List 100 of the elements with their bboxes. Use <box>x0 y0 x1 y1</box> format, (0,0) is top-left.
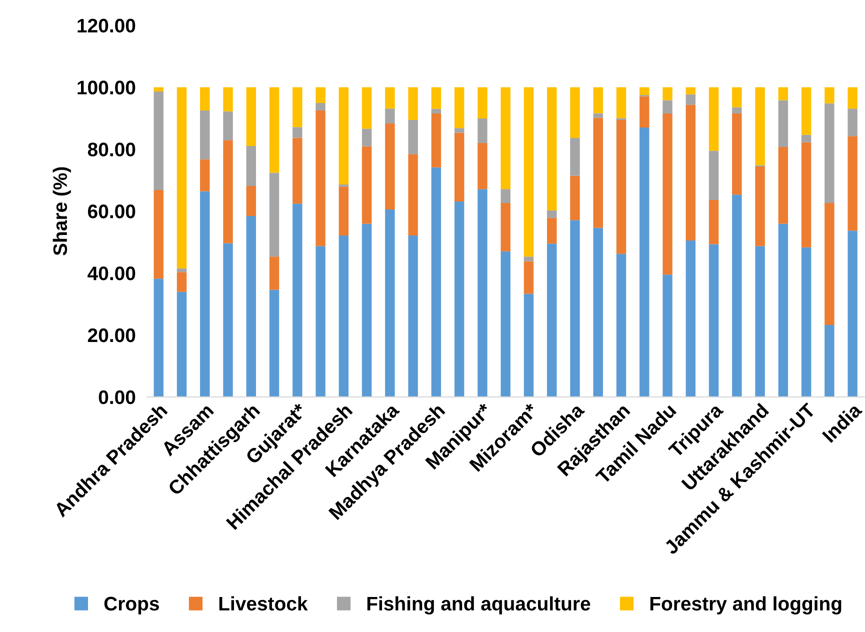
bar <box>593 118 603 228</box>
bar <box>223 243 233 397</box>
bar <box>408 120 418 154</box>
bar <box>362 146 372 224</box>
bar <box>848 108 858 136</box>
bar <box>223 87 233 112</box>
y-tick-label: 100.00 <box>78 80 136 94</box>
bar <box>200 191 210 397</box>
bar <box>801 87 812 135</box>
y-tick-label: 20.00 <box>88 328 136 342</box>
bar <box>176 292 187 397</box>
bar <box>338 87 349 184</box>
bar <box>662 100 672 114</box>
bar <box>269 256 280 290</box>
bar <box>431 167 442 397</box>
bar <box>570 176 580 220</box>
bar <box>593 87 603 114</box>
bar <box>662 274 672 397</box>
bar <box>362 87 372 129</box>
bar <box>200 159 210 192</box>
bar <box>732 114 742 195</box>
bar <box>269 87 280 173</box>
bar <box>640 127 650 397</box>
bar <box>640 96 650 128</box>
bar <box>824 103 834 204</box>
bar <box>662 114 672 275</box>
bar <box>223 111 233 140</box>
bar <box>732 107 742 114</box>
bar <box>362 224 372 397</box>
bar <box>338 186 349 236</box>
bar <box>385 108 395 124</box>
bar <box>708 150 719 200</box>
bar <box>338 184 349 187</box>
bar <box>246 146 256 186</box>
legend-label: Crops <box>104 596 159 614</box>
bar <box>431 108 442 114</box>
bar <box>316 110 326 246</box>
y-tick-label: 80.00 <box>88 142 136 156</box>
bar <box>616 87 626 118</box>
y-axis-title: Share (%) <box>52 167 71 256</box>
bar <box>246 216 256 397</box>
y-tick-label: 0.00 <box>98 390 136 404</box>
bar <box>755 87 765 166</box>
legend-label: Fishing and aquaculture <box>367 596 590 614</box>
bar <box>848 87 858 109</box>
bar <box>593 228 603 397</box>
bar <box>292 138 302 204</box>
bar <box>686 104 696 241</box>
bar <box>824 87 834 104</box>
bar <box>454 87 464 128</box>
bar <box>547 87 557 210</box>
bar <box>640 87 650 95</box>
bar <box>732 194 742 397</box>
bar <box>708 200 719 244</box>
bar <box>200 110 210 160</box>
bar <box>732 87 742 108</box>
bar <box>200 87 210 110</box>
bar <box>547 210 557 218</box>
bar <box>269 290 280 397</box>
bar <box>593 113 603 118</box>
y-tick-label: 60.00 <box>88 204 136 218</box>
bar <box>478 189 488 397</box>
bar <box>500 251 510 397</box>
bar <box>801 247 812 397</box>
bar <box>408 87 418 120</box>
y-tick-label: 40.00 <box>88 266 136 280</box>
bar <box>708 244 719 397</box>
bar <box>686 94 696 105</box>
legend-label: Forestry and logging <box>650 596 842 614</box>
bar <box>570 220 580 397</box>
bar <box>524 87 534 257</box>
bar <box>176 87 187 268</box>
bar <box>292 204 302 397</box>
bar <box>431 87 442 109</box>
bar <box>616 120 626 254</box>
bar <box>478 87 488 118</box>
bar <box>154 278 164 397</box>
y-tick-label: 120.00 <box>78 18 136 33</box>
bar <box>500 203 510 252</box>
bar <box>154 87 164 92</box>
bar <box>154 92 164 190</box>
bar <box>755 246 765 397</box>
bar <box>500 87 510 190</box>
bar <box>385 123 395 210</box>
bar <box>385 87 395 109</box>
bar <box>246 186 256 216</box>
bar <box>431 114 442 168</box>
bar <box>547 218 557 244</box>
bar <box>778 100 788 147</box>
bar <box>478 118 488 143</box>
bar <box>778 224 788 397</box>
bar <box>778 146 788 224</box>
bar <box>454 201 464 397</box>
bar <box>223 140 233 244</box>
bar <box>269 172 280 257</box>
bar <box>524 294 534 397</box>
bar <box>154 190 164 279</box>
bar <box>176 268 187 272</box>
bar <box>755 166 765 246</box>
bar <box>316 246 326 397</box>
